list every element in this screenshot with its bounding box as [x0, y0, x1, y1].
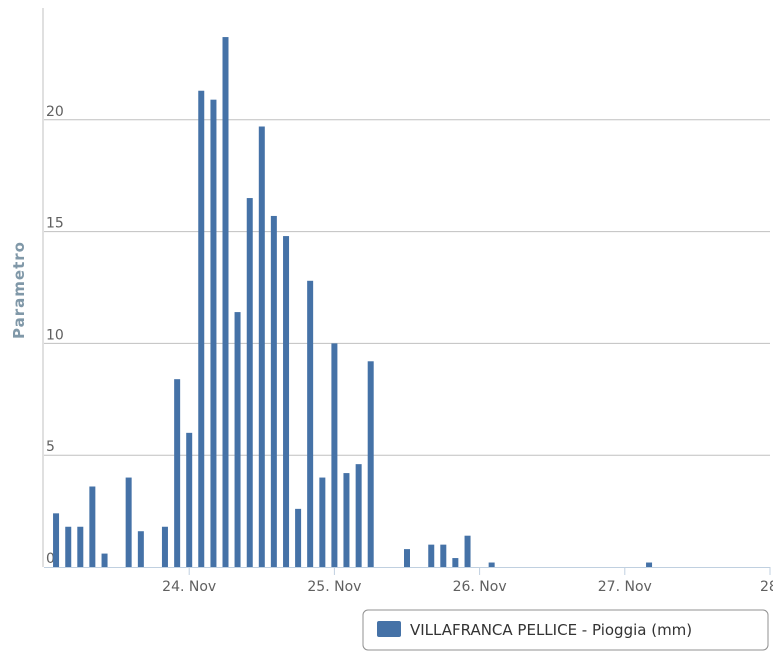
bar[interactable]: [440, 544, 447, 567]
legend-label: VILLAFRANCA PELLICE - Pioggia (mm): [410, 621, 692, 639]
bar[interactable]: [234, 312, 241, 567]
y-axis-label: Parametro: [10, 241, 28, 339]
bar[interactable]: [89, 486, 96, 567]
bar[interactable]: [53, 513, 60, 567]
bar[interactable]: [428, 544, 435, 567]
y-tick-label: 20: [46, 104, 64, 120]
bar[interactable]: [65, 526, 72, 567]
bar[interactable]: [210, 99, 217, 568]
x-tick-label: 24. Nov: [162, 579, 216, 595]
x-tick-label: 25. Nov: [307, 579, 361, 595]
x-tick-label: 27. Nov: [598, 579, 652, 595]
bar[interactable]: [137, 531, 144, 567]
bar[interactable]: [258, 126, 265, 568]
legend-box[interactable]: [362, 609, 769, 651]
x-tick-label: 28: [760, 579, 773, 595]
bar[interactable]: [331, 343, 338, 567]
bar[interactable]: [295, 508, 302, 567]
bar[interactable]: [222, 37, 229, 568]
y-tick-label: 15: [46, 216, 64, 232]
grid-lines: [42, 8, 770, 567]
bar[interactable]: [246, 198, 253, 567]
bar[interactable]: [186, 432, 193, 567]
y-tick-label: 5: [46, 439, 55, 455]
legend[interactable]: VILLAFRANCA PELLICE - Pioggia (mm): [362, 609, 769, 651]
y-tick-label: 0: [46, 551, 55, 567]
bar[interactable]: [464, 535, 471, 567]
bar[interactable]: [355, 464, 362, 567]
y-tick-label: 10: [46, 327, 64, 343]
legend-swatch: [377, 621, 401, 637]
bar[interactable]: [101, 553, 108, 567]
bar[interactable]: [307, 280, 314, 567]
bar[interactable]: [125, 477, 132, 567]
bar[interactable]: [488, 562, 495, 567]
bar[interactable]: [404, 549, 410, 567]
bar[interactable]: [646, 562, 653, 567]
bars: [53, 37, 653, 568]
bar[interactable]: [319, 477, 326, 567]
bar[interactable]: [198, 90, 205, 568]
bar[interactable]: [174, 379, 181, 567]
bar[interactable]: [343, 473, 350, 567]
x-tick-label: 26. Nov: [453, 579, 507, 595]
x-axis-ticks: 24. Nov 25. Nov 26. Nov 27. Nov 28: [162, 567, 773, 595]
y-axis-ticks: 0 5 10 15 20: [46, 104, 64, 567]
bar[interactable]: [367, 361, 374, 567]
bar[interactable]: [283, 236, 290, 567]
bar[interactable]: [77, 526, 84, 567]
bar[interactable]: [270, 215, 277, 567]
bar[interactable]: [452, 558, 459, 567]
bar[interactable]: [161, 526, 168, 567]
